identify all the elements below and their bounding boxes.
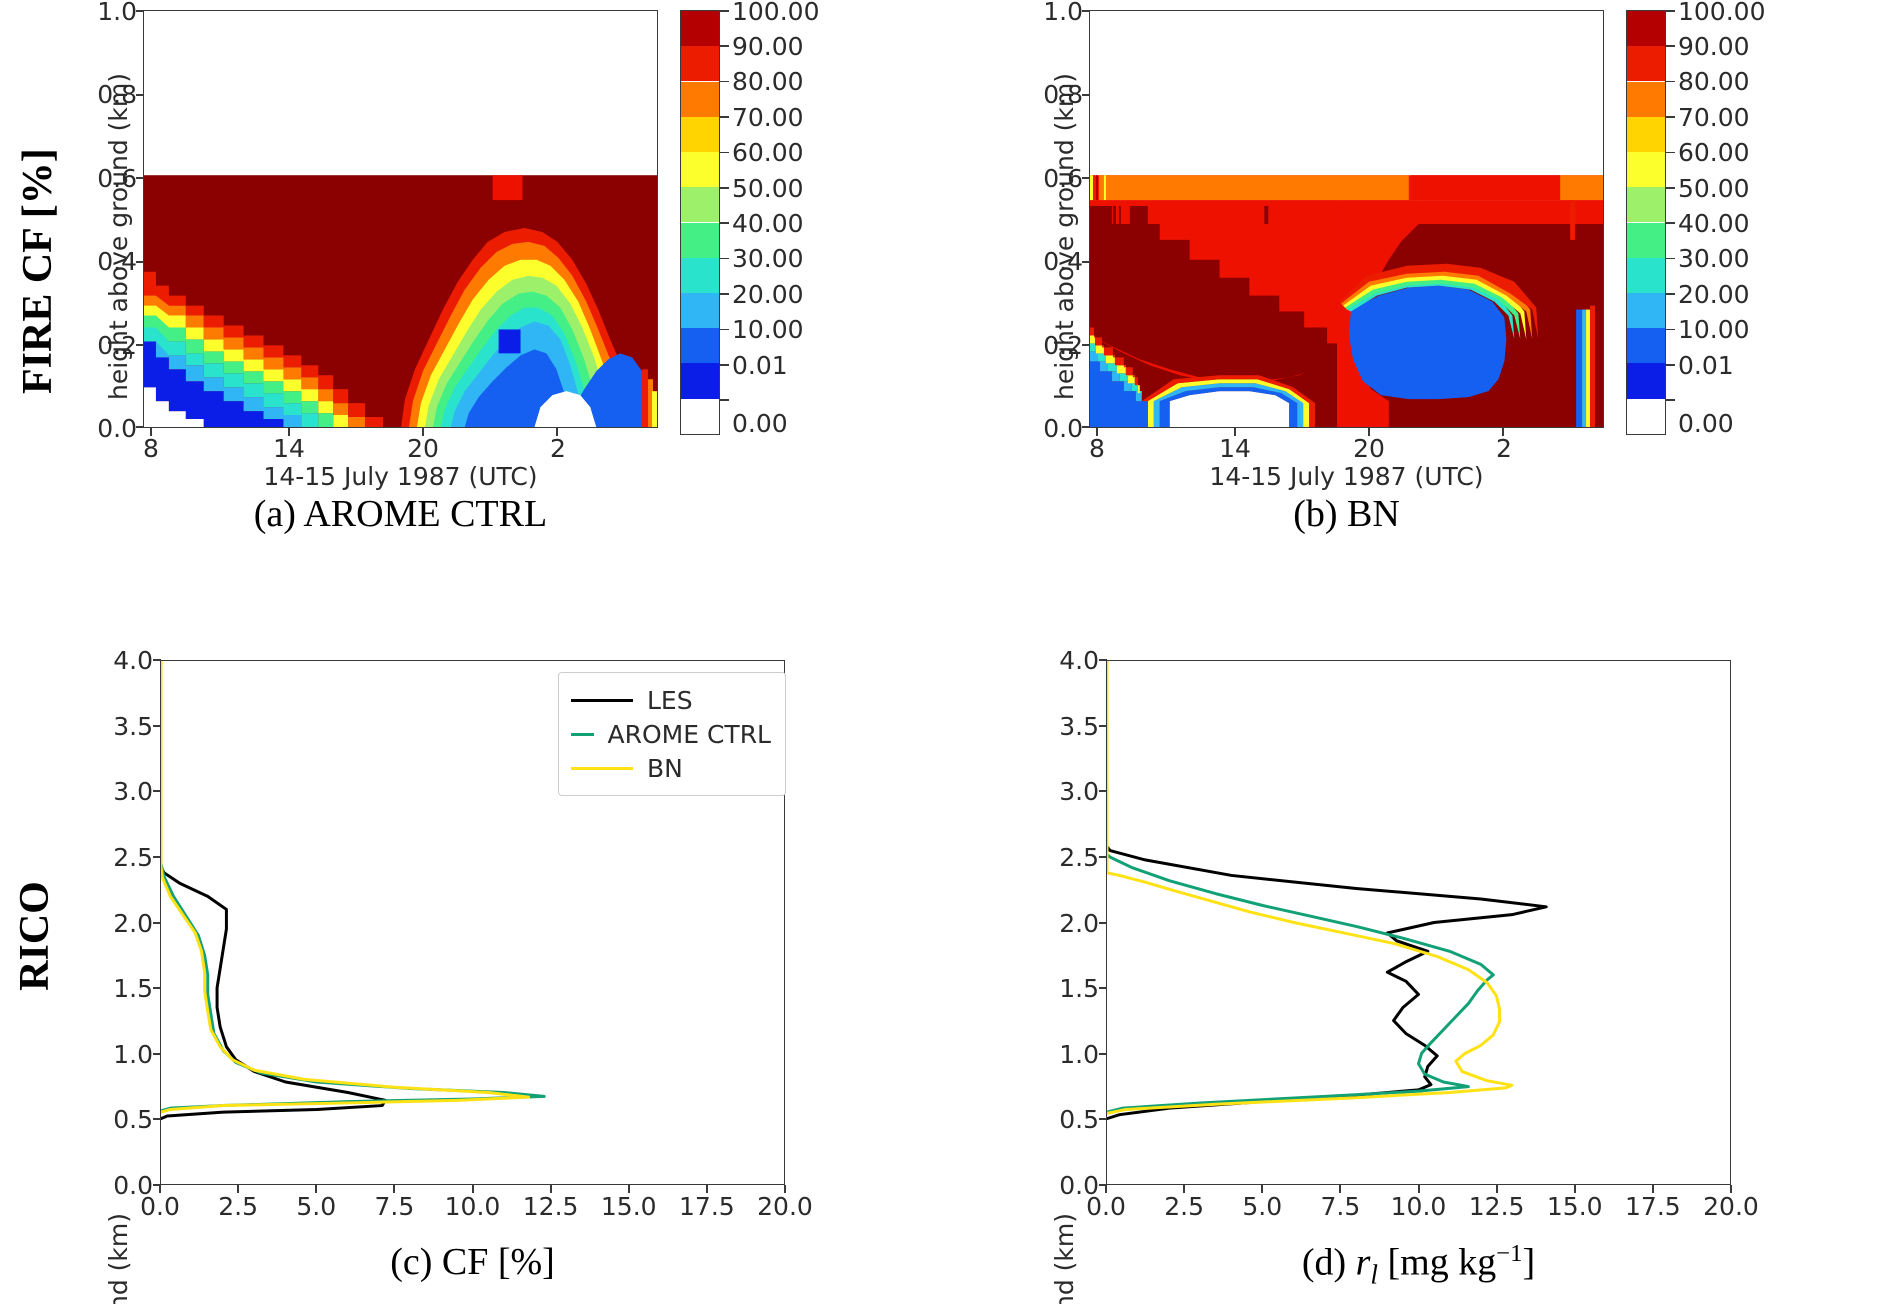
legend-label-arome-ctrl: AROME CTRL [607,719,772,749]
panel-c-caption: (c) CF [%] [390,1241,555,1283]
panel-d: height above ground (km) 0.0 0.5 1.0 1.5 2.0… [946,540,1892,1304]
tick-label: 2.5 [1164,1192,1204,1221]
panel-b-heatmap [1090,11,1603,427]
tick-label: 20.0 [1703,1192,1759,1221]
panel-d-axes [1106,660,1731,1185]
panel-d-caption-close: ] [1522,1241,1536,1284]
tick-label: 0.0 [140,1192,180,1221]
legend-swatch-arome-ctrl [571,732,594,736]
legend-entry-arome-ctrl[interactable]: AROME CTRL [571,717,771,751]
panel-a-colorbar [680,10,720,435]
tick-label: 4.0 [113,646,153,675]
panel-d-caption-var: r [1355,1241,1371,1284]
panel-a-xlabel: 14-15 July 1987 (UTC) [263,462,538,491]
tick-label: 17.5 [679,1192,735,1221]
panel-c: height above ground (km) LES AROME CTRL … [0,540,950,1304]
tick-label: 10.0 [1390,1192,1447,1221]
series-bn [161,661,531,1114]
legend-label-bn: BN [647,753,683,783]
series-bn [1107,661,1514,1115]
panel-c-legend[interactable]: LES AROME CTRL BN [558,672,786,796]
tick-label: 15.0 [600,1192,657,1221]
panel-d-ylabel: height above ground (km) [1050,1213,1079,1304]
tick-label: 1.0 [113,1039,153,1069]
tick-label: 1.5 [1059,974,1099,1004]
panel-b-xlabel: 14-15 July 1987 (UTC) [1209,462,1484,491]
panel-b: height above ground (km) [1043,0,1766,535]
panel-d-caption: (d) rl [mg kg−1] [1106,1240,1731,1290]
panel-b-colorbar [1626,10,1666,435]
tick-label: 3.5 [1059,711,1099,741]
panel-a-axes [143,10,658,428]
series-arome-ctrl [1107,661,1495,1114]
tick-label: 1.0 [1059,1039,1099,1069]
panel-a-caption: (a) AROME CTRL [253,493,548,535]
tick-label: 2.5 [113,842,153,872]
legend-swatch-bn [571,766,633,770]
tick-label: 2.0 [113,908,153,938]
tick-label: 0.0 [1059,1171,1099,1200]
tick-label: 3.0 [1059,777,1099,807]
series-les [161,661,387,1121]
tick-label: 4.0 [1059,646,1099,675]
tick-label: 2.5 [218,1192,258,1221]
legend-entry-les[interactable]: LES [571,683,771,717]
panel-d-caption-sub: l [1370,1259,1379,1290]
tick-label: 7.5 [1320,1192,1361,1221]
legend-swatch-les [571,698,633,702]
tick-label: 0.0 [1086,1192,1126,1221]
tick-label: 7.5 [374,1192,415,1221]
tick-label: 3.5 [113,711,153,741]
tick-label: 17.5 [1625,1192,1681,1221]
legend-label-les: LES [647,685,693,715]
tick-label: 2.5 [1059,842,1099,872]
panel-d-caption-exp: −1 [1496,1240,1523,1267]
panel-d-plot [1107,661,1548,1121]
tick-label: 0.0 [113,1171,153,1200]
panel-c-plot [161,661,546,1121]
tick-label: 1.5 [113,974,153,1004]
panel-d-caption-units: [mg kg [1378,1241,1497,1284]
tick-label: 5.0 [1242,1192,1283,1221]
tick-label: 2.0 [1059,908,1099,938]
panel-a: height above ground (km) [97,0,820,535]
panel-c-ylabel: height above ground (km) [104,1213,133,1304]
tick-label: 0.5 [113,1105,153,1135]
panel-b-axes [1089,10,1604,428]
tick-label: 5.0 [296,1192,337,1221]
panel-a-heatmap [144,11,657,427]
panel-b-caption: (b) BN [1293,493,1400,535]
legend-entry-bn[interactable]: BN [571,751,771,785]
panel-d-caption-label: (d) [1301,1241,1356,1284]
tick-label: 12.5 [522,1192,579,1221]
tick-label: 20.0 [757,1192,813,1221]
tick-label: 0.5 [1059,1105,1099,1135]
tick-label: 12.5 [1468,1192,1525,1221]
tick-label: 3.0 [113,777,153,807]
tick-label: 15.0 [1546,1192,1603,1221]
tick-label: 10.0 [444,1192,501,1221]
